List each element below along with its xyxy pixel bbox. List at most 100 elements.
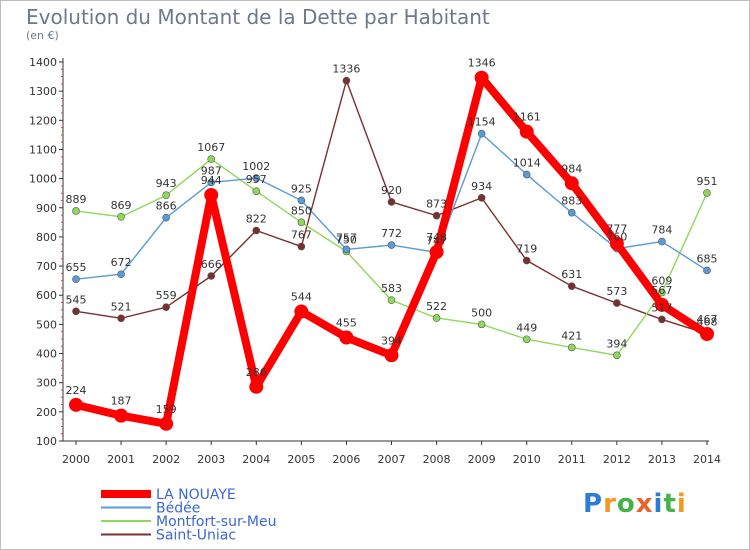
data-label: 394 <box>381 334 402 347</box>
data-label: 719 <box>516 243 537 256</box>
logo-letter: o <box>616 489 636 519</box>
data-point <box>429 245 444 260</box>
data-point <box>522 335 531 344</box>
data-label: 984 <box>561 162 582 175</box>
y-tick-label: 100 <box>36 435 57 448</box>
data-label: 957 <box>246 173 267 186</box>
data-label: 777 <box>606 223 627 236</box>
data-point <box>654 297 669 312</box>
data-label: 944 <box>201 174 222 187</box>
data-label: 925 <box>291 182 312 195</box>
data-point <box>700 327 714 342</box>
data-point <box>162 213 170 222</box>
data-label: 455 <box>336 317 357 330</box>
y-tick-label: 200 <box>36 406 57 419</box>
proxiti-logo: Proxiti <box>583 489 687 519</box>
x-tick-label: 2004 <box>242 453 270 466</box>
data-label: 449 <box>516 321 537 334</box>
data-label: 987 <box>201 164 222 177</box>
x-tick-label: 2012 <box>603 453 631 466</box>
data-point <box>567 343 576 352</box>
data-label: 873 <box>426 198 447 211</box>
chart-unit: (en €) <box>26 29 59 42</box>
data-label: 544 <box>291 291 312 304</box>
data-label: 889 <box>66 193 87 206</box>
data-label: 1014 <box>513 157 541 170</box>
x-tick-label: 2008 <box>423 453 451 466</box>
y-tick-label: 1100 <box>29 143 57 156</box>
data-label: 631 <box>561 268 582 281</box>
data-label: 866 <box>156 200 177 213</box>
y-tick-label: 900 <box>36 202 57 215</box>
data-point <box>432 211 441 220</box>
y-tick-label: 1300 <box>29 85 57 98</box>
data-label: 545 <box>66 293 87 306</box>
data-point <box>703 189 711 197</box>
y-tick-label: 500 <box>36 318 57 331</box>
data-point <box>117 213 125 221</box>
x-tick-label: 2001 <box>107 453 135 466</box>
x-tick-label: 2010 <box>513 453 541 466</box>
data-point <box>72 275 80 283</box>
data-label: 394 <box>606 337 627 350</box>
data-point <box>252 174 261 182</box>
data-label: 1346 <box>468 57 496 70</box>
data-point <box>204 187 219 202</box>
data-label: 559 <box>156 289 177 302</box>
data-label: 850 <box>291 204 312 217</box>
data-point <box>114 408 129 423</box>
x-tick-label: 2007 <box>378 453 406 466</box>
data-label: 522 <box>426 300 447 313</box>
data-label: 943 <box>156 177 177 190</box>
data-label: 609 <box>651 275 672 288</box>
y-tick-label: 300 <box>36 377 57 390</box>
data-point <box>117 270 125 279</box>
data-point <box>159 416 174 431</box>
y-tick-label: 800 <box>36 231 57 244</box>
logo-letter: r <box>603 489 617 519</box>
legend-label: Montfort-sur-Meu <box>156 514 276 530</box>
x-tick-label: 2002 <box>152 453 180 466</box>
data-label: 467 <box>697 313 718 326</box>
data-label: 672 <box>111 256 132 269</box>
data-label: 517 <box>651 301 672 314</box>
data-label: 869 <box>111 199 132 212</box>
x-tick-label: 2011 <box>558 453 586 466</box>
data-point <box>72 307 80 316</box>
chart-title: Evolution du Montant de la Dette par Hab… <box>26 5 490 29</box>
data-point <box>477 129 486 138</box>
data-label: 286 <box>246 366 267 379</box>
x-tick-label: 2006 <box>332 453 360 466</box>
x-tick-label: 2013 <box>648 453 676 466</box>
data-point <box>522 170 531 179</box>
data-point <box>658 288 666 297</box>
logo-letter: i <box>676 489 687 519</box>
logo-letter: t <box>663 489 677 519</box>
data-point <box>69 397 83 412</box>
data-point <box>703 266 711 275</box>
y-tick-label: 1200 <box>29 114 57 127</box>
y-tick-label: 400 <box>36 348 57 361</box>
data-label: 1002 <box>242 160 270 173</box>
data-point <box>207 272 216 280</box>
data-label: 934 <box>471 180 492 193</box>
data-point <box>297 242 306 251</box>
data-point <box>252 226 261 235</box>
x-tick-label: 2003 <box>197 453 225 466</box>
logo-letter: P <box>583 489 604 519</box>
data-point <box>339 330 354 345</box>
data-point <box>609 236 624 251</box>
data-label: 750 <box>336 234 357 247</box>
data-point <box>613 351 621 360</box>
data-label: 573 <box>606 285 627 298</box>
y-tick-label: 1000 <box>29 173 57 186</box>
data-label: 655 <box>66 261 87 274</box>
data-point <box>342 76 351 85</box>
x-tick-label: 2000 <box>62 453 90 466</box>
data-label: 1161 <box>513 111 541 124</box>
data-label: 567 <box>651 284 672 297</box>
data-label: 500 <box>471 306 492 319</box>
data-point <box>297 218 306 227</box>
logo-letter: i <box>653 489 664 519</box>
